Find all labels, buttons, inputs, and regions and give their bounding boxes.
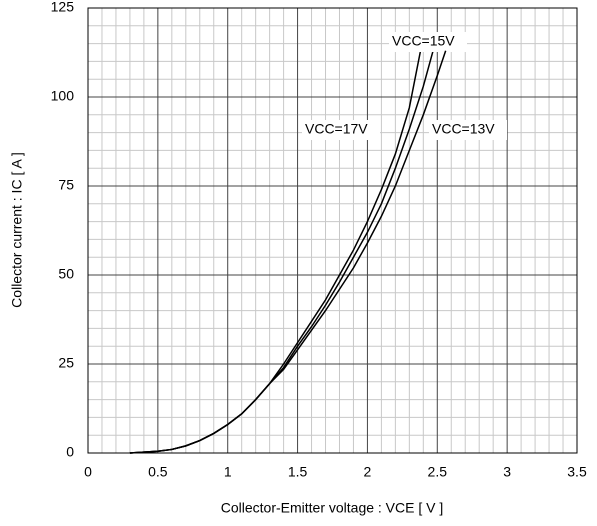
x-tick-label: 0 — [84, 464, 92, 480]
y-tick-label: 100 — [51, 88, 75, 104]
x-tick-label: 2 — [364, 464, 372, 480]
series-label: VCC=15V — [392, 33, 455, 49]
plot-frame — [87, 7, 578, 454]
x-tick-label: 3 — [503, 464, 511, 480]
x-axis-label: Collector-Emitter voltage : VCE [ V ] — [221, 500, 444, 516]
series-label: VCC=13V — [432, 121, 495, 137]
y-tick-label: 50 — [58, 266, 74, 282]
series-label: VCC=17V — [305, 121, 368, 137]
y-tick-label: 25 — [58, 355, 74, 371]
y-tick-label: 0 — [66, 444, 74, 460]
y-axis-label: Collector current : IC [ A ] — [9, 152, 25, 308]
label-background — [429, 120, 507, 140]
series-line — [129, 50, 434, 454]
label-background — [389, 32, 467, 52]
series-line — [129, 50, 422, 454]
x-tick-label: 3.5 — [567, 464, 587, 480]
x-tick-label: 2.5 — [428, 464, 448, 480]
y-tick-label: 75 — [58, 177, 74, 193]
series-line — [129, 50, 447, 454]
x-tick-label: 1.5 — [288, 464, 308, 480]
label-background — [302, 120, 380, 140]
y-tick-label: 125 — [51, 0, 75, 15]
x-tick-label: 1 — [224, 464, 232, 480]
x-tick-label: 0.5 — [148, 464, 168, 480]
